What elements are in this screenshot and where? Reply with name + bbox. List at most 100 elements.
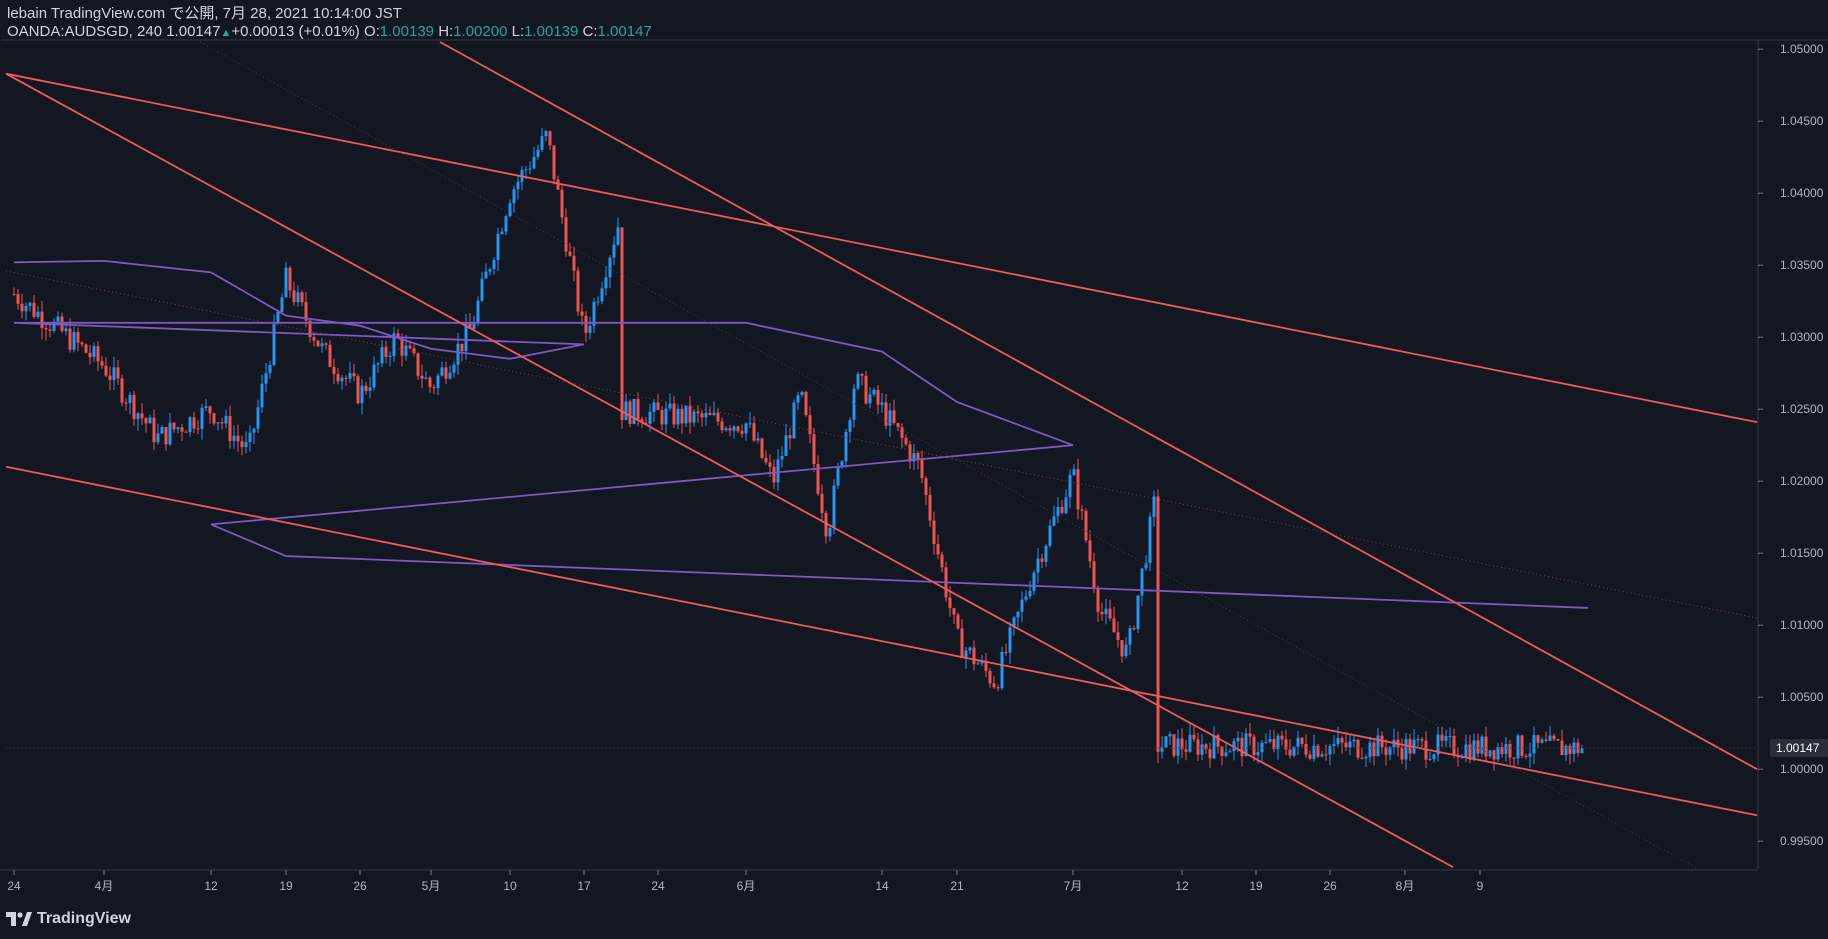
candle-body <box>1452 735 1456 756</box>
candle-body <box>180 427 184 432</box>
candle-body <box>240 441 244 448</box>
candle-body <box>1504 743 1508 755</box>
candle-body <box>432 387 436 389</box>
candle-body <box>904 437 908 445</box>
candle-body <box>1064 497 1068 513</box>
candle-body <box>1252 736 1256 756</box>
candle-body <box>1496 747 1500 760</box>
candle-body <box>1460 757 1464 759</box>
candle-body <box>1104 608 1108 615</box>
candle-body <box>1348 741 1352 748</box>
candle-body <box>628 401 632 424</box>
candle-body <box>856 374 860 389</box>
candle-body <box>356 376 360 404</box>
candle-body <box>1544 739 1548 741</box>
candle-body <box>1124 644 1128 657</box>
trendlines-layer <box>5 41 1758 871</box>
candle-body <box>1520 735 1524 756</box>
moving-average-layer <box>13 259 1589 609</box>
candle-body <box>1556 739 1560 741</box>
candle-body <box>1244 733 1248 757</box>
candle-body <box>892 410 896 424</box>
brand-label: TradingView <box>37 910 131 927</box>
trendline[interactable] <box>5 72 1758 424</box>
candle-body <box>424 377 428 379</box>
candle-body <box>1316 745 1320 757</box>
time-tick-label: 14 <box>875 879 889 893</box>
candle-body <box>1500 747 1504 755</box>
candle-body <box>1196 739 1200 755</box>
candle-body <box>1176 738 1180 756</box>
candle-body <box>908 444 912 462</box>
price-tick-label: 1.03500 <box>1780 258 1824 272</box>
candle-body <box>852 388 856 420</box>
candle-body <box>168 422 172 445</box>
candle-body <box>576 270 580 312</box>
candle-body <box>912 452 916 462</box>
candle-body <box>960 628 964 658</box>
current-price-label: 1.00147 <box>1776 741 1820 755</box>
candle-body <box>444 367 448 379</box>
candle-body <box>704 412 708 418</box>
candle-body <box>1304 743 1308 755</box>
low-value: 1.00139 <box>524 23 579 40</box>
candle-body <box>72 332 76 350</box>
candle-body <box>1328 746 1332 755</box>
time-axis[interactable]: 24 4月 12 19 26 5月 10 17 24 6月 14 21 7月 12 19 26 8月 9 <box>7 870 1484 893</box>
candle-body <box>816 463 820 494</box>
candle-body <box>1220 746 1224 756</box>
candle-body <box>344 377 348 379</box>
candle-body <box>684 405 688 424</box>
candle-body <box>304 302 308 321</box>
symbol-label[interactable]: OANDA:AUDSGD, 240 <box>7 23 163 40</box>
candle-body <box>948 597 952 609</box>
candle-body <box>796 395 800 403</box>
candle-body <box>1028 590 1032 597</box>
candle-body <box>48 329 52 331</box>
time-tick-label: 12 <box>204 879 218 893</box>
candle-body <box>900 427 904 438</box>
candle-body <box>152 417 156 443</box>
time-tick-label: 19 <box>279 879 293 893</box>
candle-body <box>1564 745 1568 756</box>
candle-body <box>216 422 220 424</box>
candle-body <box>276 311 280 323</box>
candle-body <box>1568 745 1572 754</box>
price-axis[interactable]: 1.05000 1.04500 1.04000 1.03500 1.03000 1.025… <box>0 39 1828 871</box>
candle-body <box>84 344 88 353</box>
candle-body <box>732 426 736 431</box>
candle-body <box>452 364 456 373</box>
time-tick-label: 5月 <box>422 879 441 893</box>
time-tick-label: 17 <box>577 879 591 893</box>
candle-body <box>12 294 16 295</box>
candle-body <box>1528 753 1532 757</box>
candle-body <box>1164 736 1168 748</box>
candle-body <box>1508 743 1512 758</box>
candle-body <box>1188 734 1192 752</box>
candle-body <box>320 343 324 347</box>
trendline[interactable] <box>439 41 1758 770</box>
candle-body <box>672 403 676 425</box>
candle-body <box>144 418 148 424</box>
candle-body <box>996 687 1000 689</box>
candle-body <box>700 413 704 418</box>
candle-body <box>172 422 176 430</box>
candle-body <box>1480 736 1484 754</box>
candle-body <box>884 402 888 426</box>
trendline[interactable] <box>5 465 1758 817</box>
candle-body <box>92 346 96 358</box>
candle-body <box>116 367 120 379</box>
candle-body <box>1308 754 1312 759</box>
candle-body <box>592 301 596 326</box>
candle-body <box>556 179 560 190</box>
candle-body <box>508 203 512 217</box>
candle-body <box>716 412 720 422</box>
trendline[interactable] <box>5 72 1454 868</box>
price-tick-label: 1.03000 <box>1780 330 1824 344</box>
candle-body <box>288 267 292 291</box>
time-tick-label: 21 <box>950 879 964 893</box>
candle-body <box>296 292 300 303</box>
candle-body <box>264 373 268 384</box>
tradingview-logo[interactable]: TradingView <box>6 910 131 928</box>
